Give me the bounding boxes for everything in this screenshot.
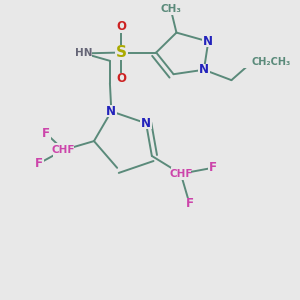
- Text: N: N: [106, 105, 116, 118]
- FancyBboxPatch shape: [171, 167, 191, 181]
- Text: HN: HN: [75, 48, 93, 59]
- Text: CH₂CH₃: CH₂CH₃: [252, 57, 291, 67]
- Text: F: F: [42, 127, 50, 140]
- FancyBboxPatch shape: [116, 21, 127, 33]
- FancyBboxPatch shape: [76, 47, 92, 59]
- Text: N: N: [203, 35, 213, 48]
- FancyBboxPatch shape: [106, 105, 117, 117]
- Text: N: N: [199, 63, 209, 76]
- Text: F: F: [208, 161, 217, 174]
- FancyBboxPatch shape: [198, 64, 210, 76]
- FancyBboxPatch shape: [53, 143, 74, 157]
- FancyBboxPatch shape: [140, 117, 152, 129]
- Text: F: F: [185, 197, 194, 210]
- Text: S: S: [116, 45, 127, 60]
- Text: F: F: [35, 157, 43, 170]
- Text: CH₃: CH₃: [160, 4, 181, 14]
- FancyBboxPatch shape: [208, 162, 218, 174]
- FancyBboxPatch shape: [202, 36, 214, 47]
- Text: CHF: CHF: [169, 169, 193, 179]
- FancyBboxPatch shape: [34, 158, 44, 169]
- FancyBboxPatch shape: [184, 198, 194, 209]
- FancyBboxPatch shape: [161, 3, 180, 15]
- Text: N: N: [141, 117, 151, 130]
- Text: O: O: [116, 20, 127, 33]
- Text: CHF: CHF: [52, 145, 75, 155]
- FancyBboxPatch shape: [116, 73, 127, 85]
- FancyBboxPatch shape: [237, 56, 266, 68]
- FancyBboxPatch shape: [41, 128, 51, 140]
- Text: O: O: [116, 72, 127, 85]
- FancyBboxPatch shape: [115, 45, 128, 60]
